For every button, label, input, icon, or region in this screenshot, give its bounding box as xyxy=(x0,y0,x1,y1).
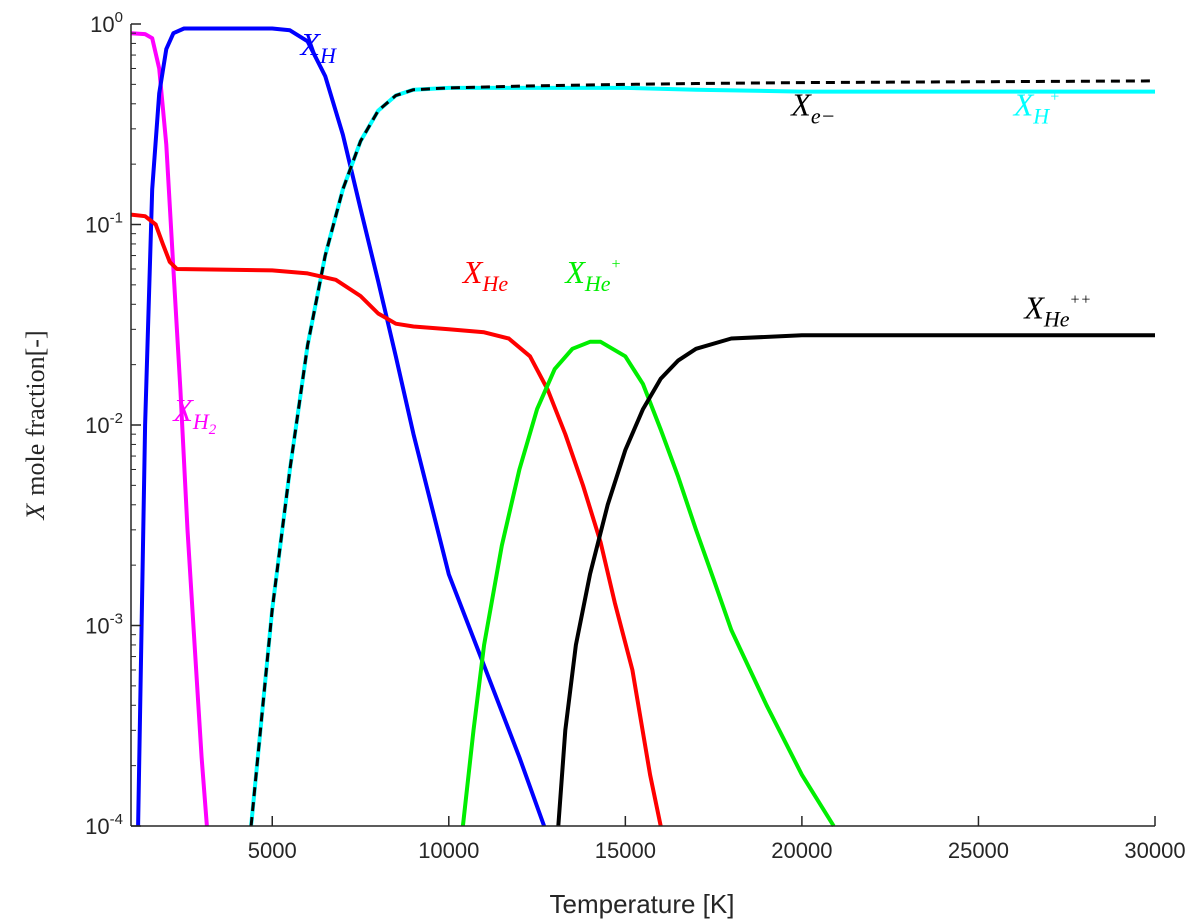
x-tick-label: 15000 xyxy=(595,838,656,863)
series-label-part: He xyxy=(584,271,611,296)
series-label-x-h: XH xyxy=(298,26,337,68)
y-axis-title: Xmole fraction[-] xyxy=(21,330,50,520)
series-label-part: e− xyxy=(811,103,836,128)
axes-layer: 5000 10000 15000 20000 25000 3000010010-110-2… xyxy=(85,9,1185,863)
series-label-x-he-: XHe+ xyxy=(563,254,621,296)
series-label-part: He xyxy=(1043,306,1070,331)
y-tick-label-exp: 0 xyxy=(115,9,123,26)
y-tick-label: 10-4 xyxy=(85,811,123,839)
series-layer xyxy=(130,26,1156,828)
y-tick-label: 10-2 xyxy=(85,410,123,438)
x-tick-label: 30000 xyxy=(1124,838,1185,863)
series-label-x-h2: XH2 xyxy=(171,392,216,438)
series-label-part: 2 xyxy=(209,422,217,438)
x-tick-label: 5000 xyxy=(248,838,297,863)
x-tick-label: 25000 xyxy=(948,838,1009,863)
series-label-part: ++ xyxy=(1070,291,1092,308)
y-tick-label-base: 10 xyxy=(85,814,109,839)
series-label-part: + xyxy=(1049,88,1060,105)
series-label-part: H xyxy=(192,409,210,434)
y-axis-title-symbol: X xyxy=(21,503,50,521)
series-line-x-e- xyxy=(249,79,1156,827)
y-tick-label-base: 10 xyxy=(85,213,109,238)
series-label-x-e-: Xe− xyxy=(789,86,835,128)
series-label-x-he-: XHe++ xyxy=(1022,289,1091,331)
series-line-x-he xyxy=(130,212,663,827)
series-label-part: X xyxy=(461,254,484,290)
y-tick-label-exp: -4 xyxy=(110,811,123,828)
y-tick-label: 10-3 xyxy=(85,611,123,639)
series-label-x-h-: XH+ xyxy=(1012,86,1060,128)
series-label-part: H xyxy=(319,43,337,68)
series-label-part: + xyxy=(611,256,622,273)
series-label-part: X xyxy=(1022,289,1045,325)
y-tick-label: 10-1 xyxy=(85,210,123,238)
series-label-part: He xyxy=(481,271,508,296)
series-label-x-he: XHe xyxy=(461,254,508,296)
series-label-part: X xyxy=(298,26,321,62)
y-tick-label-base: 10 xyxy=(90,12,114,37)
series-line-x-he- xyxy=(556,333,1155,827)
series-line-x-h xyxy=(136,26,546,827)
series-label-part: H xyxy=(1032,103,1050,128)
y-axis-title-text: mole fraction[-] xyxy=(21,330,50,495)
x-axis-title: Temperature [K] xyxy=(550,889,735,919)
series-line-x-he- xyxy=(460,339,836,828)
series-label-part: X xyxy=(789,86,812,122)
x-tick-label: 20000 xyxy=(771,838,832,863)
series-label-part: X xyxy=(171,392,194,428)
y-tick-label-exp: -2 xyxy=(110,410,123,427)
y-tick-label-base: 10 xyxy=(85,413,109,438)
series-label-part: X xyxy=(563,254,586,290)
y-tick-label-exp: -1 xyxy=(110,210,123,227)
x-tick-label: 10000 xyxy=(418,838,479,863)
y-tick-label: 100 xyxy=(90,9,123,37)
y-tick-label-base: 10 xyxy=(85,614,109,639)
series-line-x-h2 xyxy=(130,31,209,827)
series-label-part: X xyxy=(1012,86,1035,122)
y-tick-label-exp: -3 xyxy=(110,611,123,628)
